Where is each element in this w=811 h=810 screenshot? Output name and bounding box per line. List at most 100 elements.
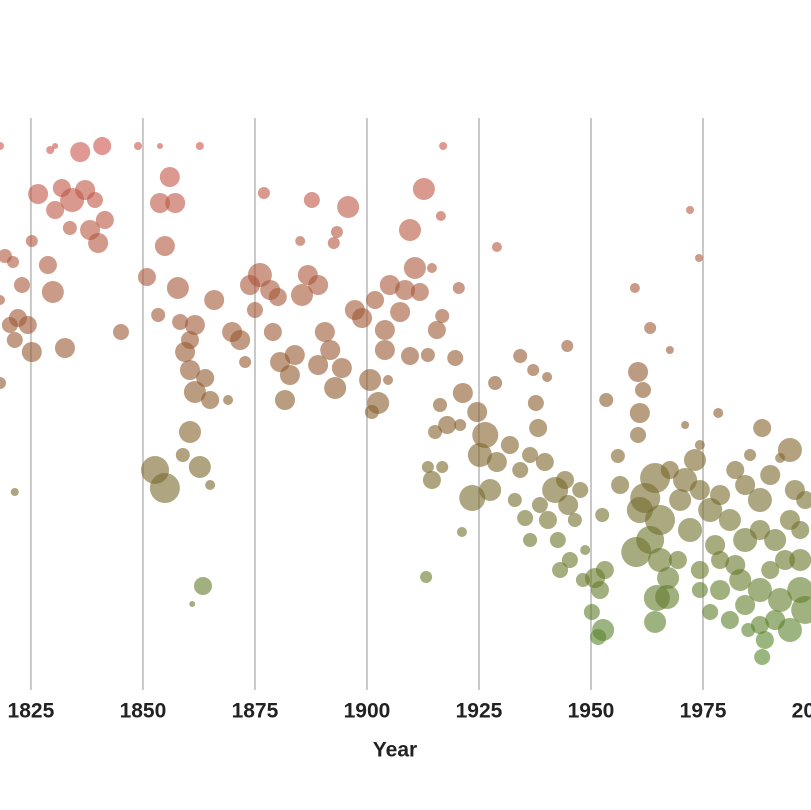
bubble — [665, 346, 674, 354]
bubble — [159, 167, 180, 187]
bubble — [151, 308, 166, 322]
bubble — [713, 408, 724, 418]
x-axis-label: Year — [373, 739, 417, 762]
bubble — [112, 324, 129, 340]
bubble — [747, 488, 772, 512]
bubble — [374, 340, 395, 360]
bubble — [761, 561, 780, 579]
bubble — [330, 226, 343, 238]
bubble — [364, 405, 379, 419]
bubble — [290, 284, 313, 306]
bubble — [753, 419, 772, 437]
bubble — [567, 513, 582, 527]
bubble — [324, 377, 347, 399]
bubble — [189, 601, 196, 607]
bubble — [529, 419, 548, 437]
x-tick-label: 1925 — [456, 700, 503, 723]
bubble — [467, 443, 492, 467]
bubble — [410, 283, 429, 301]
bubble — [599, 393, 614, 407]
bubble — [768, 588, 793, 612]
bubble — [486, 452, 507, 472]
bubble — [447, 350, 464, 366]
bubble — [611, 476, 630, 494]
bubble — [575, 573, 590, 587]
bubble — [479, 479, 502, 501]
bubble — [538, 511, 557, 529]
bubble — [452, 282, 465, 294]
bubble — [549, 532, 566, 548]
bubble — [689, 480, 710, 500]
bubble — [183, 381, 206, 403]
bubble — [775, 550, 796, 570]
bubble — [552, 562, 569, 578]
bubble — [268, 288, 287, 306]
bubble — [438, 416, 457, 434]
bubble — [0, 377, 6, 389]
bubble — [500, 436, 519, 454]
bubble — [383, 375, 394, 385]
bubble — [558, 495, 579, 515]
bubble — [694, 254, 703, 262]
bubble — [590, 629, 607, 645]
bubble — [88, 233, 109, 253]
bubble — [400, 347, 419, 365]
bubble — [175, 448, 190, 462]
bubble — [657, 567, 680, 589]
bubble — [561, 340, 574, 352]
x-tick-label: 1950 — [568, 700, 615, 723]
bubble — [735, 475, 756, 495]
bubble — [678, 518, 703, 542]
bubble — [327, 237, 340, 249]
bubble — [137, 268, 156, 286]
bubble — [308, 355, 329, 375]
bubble — [95, 211, 114, 229]
bubble — [452, 383, 473, 403]
x-tick-label: 1975 — [680, 700, 727, 723]
bubble — [454, 419, 467, 431]
bubble — [70, 142, 91, 162]
bubble — [726, 461, 745, 479]
bubble — [660, 461, 679, 479]
bubble — [390, 302, 411, 322]
bubble — [747, 578, 772, 602]
bubble — [749, 520, 770, 540]
bubble — [439, 142, 448, 150]
bubble — [531, 497, 548, 513]
bubble — [683, 449, 706, 471]
bubble — [595, 508, 610, 522]
bubble — [644, 322, 657, 334]
bubble — [279, 365, 300, 385]
bubble — [796, 491, 811, 509]
bubble — [621, 537, 652, 567]
bubble — [507, 493, 522, 507]
bubble — [156, 143, 163, 149]
bubble — [686, 206, 695, 214]
bubble — [610, 449, 625, 463]
bubble — [257, 187, 270, 199]
bubble — [710, 580, 731, 600]
bubble — [352, 308, 373, 328]
bubble — [395, 280, 416, 300]
bubble — [628, 362, 649, 382]
bubble — [681, 421, 690, 429]
bubble — [295, 236, 306, 246]
bubble — [744, 449, 757, 461]
bubble — [178, 421, 201, 443]
bubble — [6, 332, 23, 348]
bubble — [46, 146, 55, 154]
bubble — [205, 480, 216, 490]
bubble — [488, 376, 503, 390]
bubble — [435, 211, 446, 221]
bubble — [201, 391, 220, 409]
bubble — [561, 552, 578, 568]
bubble — [583, 604, 600, 620]
bubble — [754, 649, 771, 665]
bubble — [62, 221, 77, 235]
bubble — [775, 453, 786, 463]
bubble — [184, 315, 205, 335]
bubble — [422, 471, 441, 489]
bubble — [760, 465, 781, 485]
bubble — [6, 256, 19, 268]
